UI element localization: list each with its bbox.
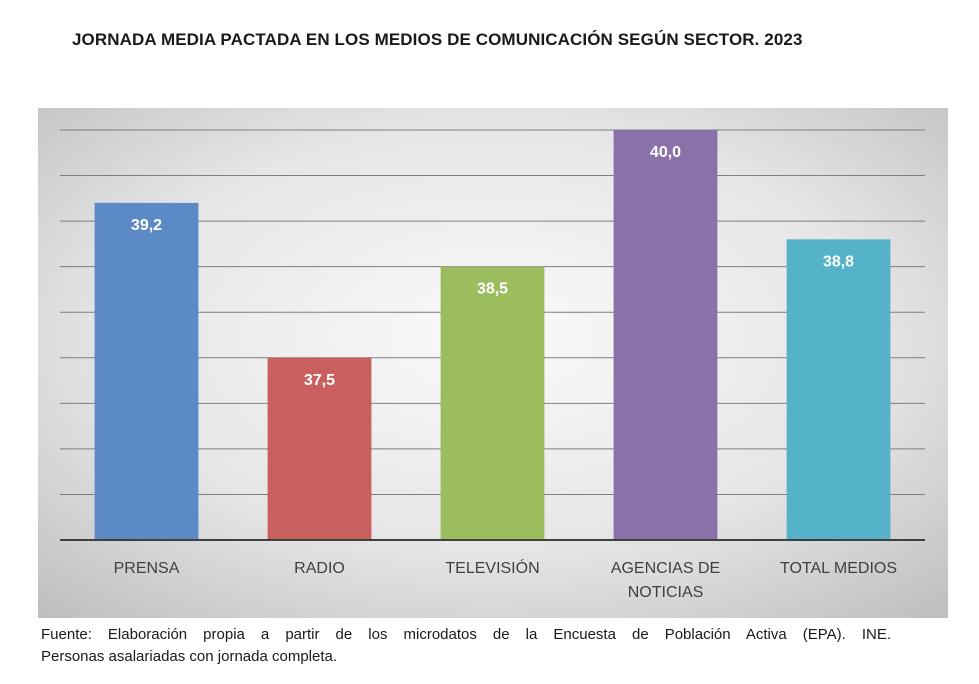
data-labels: 39,2 37,5 38,5 40,0 38,8 — [131, 144, 854, 389]
chart-svg: 39,2 37,5 38,5 40,0 38,8 PRENSA RADIO TELEVISI… — [38, 108, 948, 618]
data-label: 39,2 — [131, 217, 162, 234]
bar — [613, 130, 718, 540]
chart-title: JORNADA MEDIA PACTADA EN LOS MEDIOS DE C… — [72, 30, 803, 49]
x-tick-label: AGENCIAS DE NOTICIAS — [611, 560, 720, 601]
data-label: 38,8 — [823, 253, 854, 270]
bar — [94, 202, 199, 540]
bars — [94, 130, 891, 541]
bar — [267, 357, 372, 540]
source-line-2: Personas asalariadas con jornada complet… — [41, 648, 338, 665]
bar-chart: 39,2 37,5 38,5 40,0 38,8 PRENSA RADIO TELEVISI… — [38, 108, 948, 618]
data-label: 40,0 — [650, 144, 681, 161]
data-label: 37,5 — [304, 372, 335, 389]
bar — [440, 266, 545, 540]
data-label: 38,5 — [477, 281, 508, 298]
x-tick-label: TOTAL MEDIOS — [780, 560, 897, 577]
bar — [786, 239, 891, 541]
x-tick-label: TELEVISIÓN — [445, 558, 539, 577]
x-tick-label: RADIO — [294, 560, 345, 577]
x-axis-tick-labels: PRENSA RADIO TELEVISIÓN AGENCIAS DE NOTICIAS… — [114, 558, 897, 601]
source-note: Fuente: Elaboración propia a partir de l… — [41, 624, 891, 668]
source-line-1: Fuente: Elaboración propia a partir de l… — [41, 626, 891, 643]
x-tick-label: PRENSA — [114, 560, 180, 577]
